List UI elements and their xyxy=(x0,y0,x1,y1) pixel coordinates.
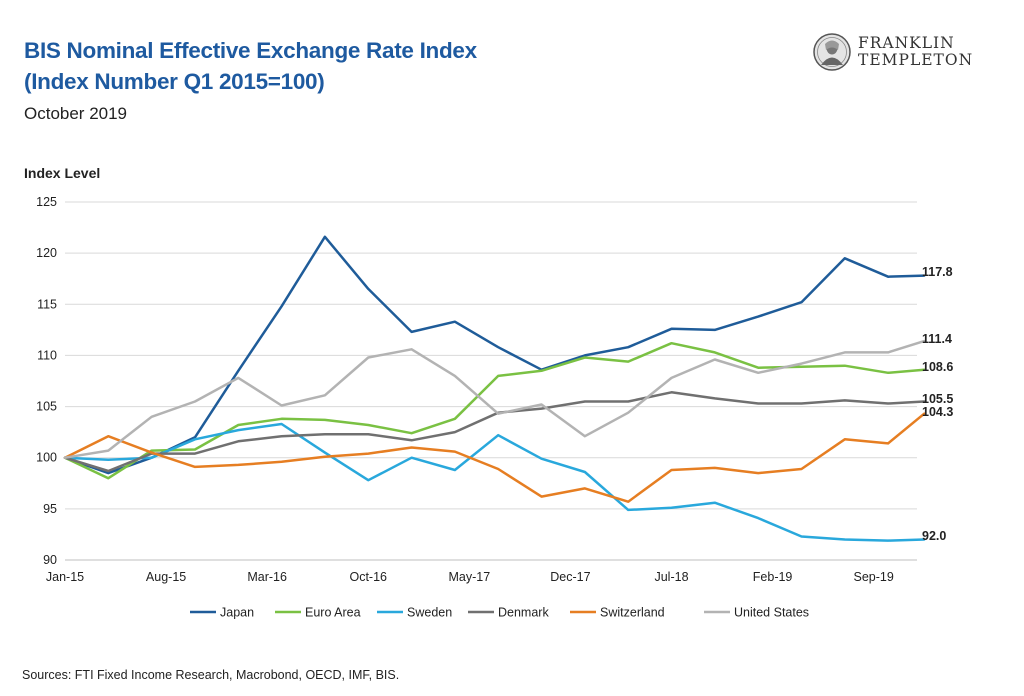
end-label-92-0: 92.0 xyxy=(922,529,946,543)
chart-subtitle: October 2019 xyxy=(24,104,128,123)
chart-title: BIS Nominal Effective Exchange Rate Inde… xyxy=(24,35,477,97)
x-tick-label-dec-17: Dec-17 xyxy=(550,570,590,584)
y-tick-label-110: 110 xyxy=(37,348,57,362)
x-tick-label-aug-15: Aug-15 xyxy=(146,570,186,584)
y-tick-label-90: 90 xyxy=(43,553,57,567)
chart-title-line1: BIS Nominal Effective Exchange Rate Inde… xyxy=(24,38,477,63)
x-tick-label-may-17: May-17 xyxy=(448,570,490,584)
source-note: Sources: FTI Fixed Income Research, Macr… xyxy=(22,668,400,682)
series-line-united-states xyxy=(63,339,926,459)
x-tick-label-jul-18: Jul-18 xyxy=(654,570,688,584)
y-tick-label-125: 125 xyxy=(36,195,57,209)
series-line-switzerland xyxy=(63,412,926,503)
logo-line1: FRANKLIN xyxy=(858,34,955,52)
series-line-japan xyxy=(63,235,926,475)
x-axis: Jan-15 Aug-15 Mar-16 Oct-16 May-17 Dec-17 Jul-… xyxy=(46,570,894,584)
legend-label-switzerland: Switzerland xyxy=(600,606,665,620)
legend-label-japan: Japan xyxy=(220,606,254,620)
chart-title-line2: (Index Number Q1 2015=100) xyxy=(24,69,325,94)
logo-line2: TEMPLETON xyxy=(858,51,974,69)
chart-legend: Japan Euro Area Sweden Denmark Switzerland Un… xyxy=(190,606,809,620)
legend-label-united-states: United States xyxy=(734,606,809,620)
legend-label-euro-area: Euro Area xyxy=(305,606,361,620)
end-label-105-5: 105.5 xyxy=(922,392,953,406)
series-line-denmark xyxy=(63,391,926,473)
end-label-104-3: 104.3 xyxy=(922,405,953,419)
y-tick-label-115: 115 xyxy=(37,297,57,311)
x-tick-label-jan-15: Jan-15 xyxy=(46,570,84,584)
legend-label-sweden: Sweden xyxy=(407,606,452,620)
x-tick-label-oct-16: Oct-16 xyxy=(349,570,387,584)
y-tick-label-100: 100 xyxy=(36,451,57,465)
series-line-sweden xyxy=(63,422,926,542)
end-label-111-4: 111.4 xyxy=(922,332,952,346)
series-lines xyxy=(63,235,926,542)
end-label-108-6: 108.6 xyxy=(922,360,953,374)
logo-wordmark: FRANKLIN TEMPLETON xyxy=(858,35,973,69)
franklin-templeton-logo: FRANKLIN TEMPLETON xyxy=(812,32,992,72)
x-tick-label-sep-19: Sep-19 xyxy=(854,570,894,584)
x-tick-label-mar-16: Mar-16 xyxy=(247,570,287,584)
y-tick-label-95: 95 xyxy=(43,502,57,516)
y-tick-label-105: 105 xyxy=(36,400,57,414)
end-label-117-8: 117.8 xyxy=(922,265,953,279)
legend-label-denmark: Denmark xyxy=(498,606,549,620)
grid-lines xyxy=(65,201,917,561)
y-axis: 90 95 100 105 110 115 120 125 Index Level xyxy=(24,165,100,567)
x-tick-label-feb-19: Feb-19 xyxy=(753,570,793,584)
y-axis-title: Index Level xyxy=(24,165,100,181)
franklin-portrait-seal-icon xyxy=(813,33,851,71)
y-tick-label-120: 120 xyxy=(36,246,57,260)
